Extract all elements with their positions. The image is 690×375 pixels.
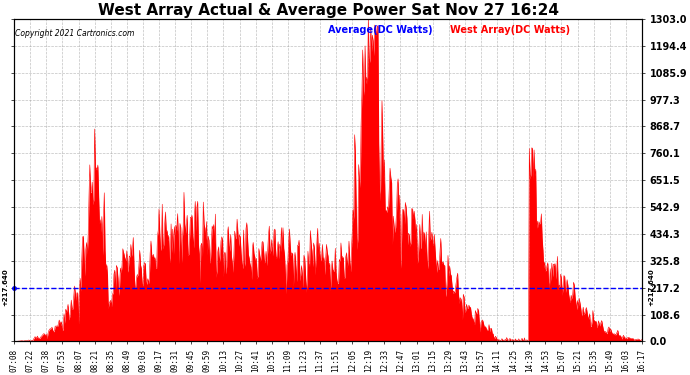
Text: Average(DC Watts): Average(DC Watts) bbox=[328, 26, 433, 35]
Text: +217.640: +217.640 bbox=[648, 269, 654, 306]
Text: +217.640: +217.640 bbox=[2, 269, 8, 306]
Text: West Array(DC Watts): West Array(DC Watts) bbox=[451, 26, 571, 35]
Text: Copyright 2021 Cartronics.com: Copyright 2021 Cartronics.com bbox=[15, 28, 135, 38]
Title: West Array Actual & Average Power Sat Nov 27 16:24: West Array Actual & Average Power Sat No… bbox=[97, 3, 558, 18]
